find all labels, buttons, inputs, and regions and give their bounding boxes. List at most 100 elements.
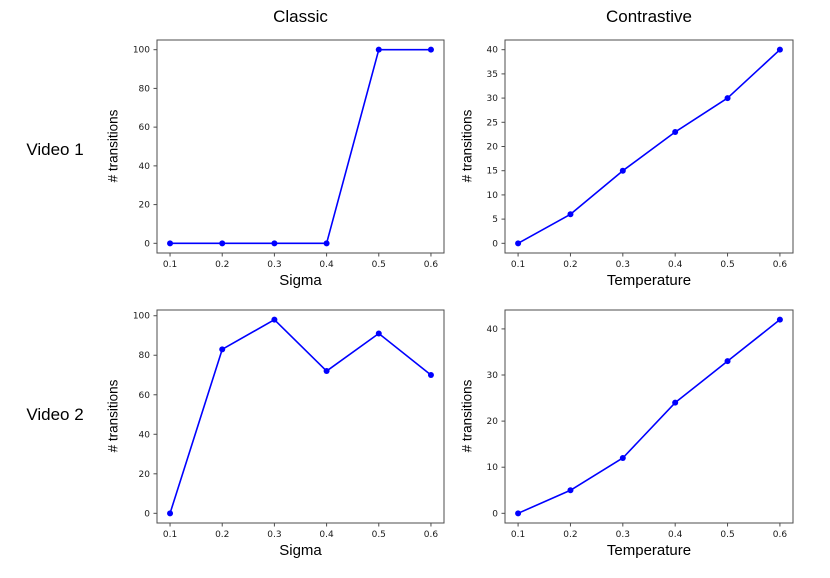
- y-tick-label: 10: [487, 191, 499, 201]
- y-tick-label: 100: [133, 312, 150, 322]
- data-point-marker: [724, 95, 731, 102]
- y-tick-label: 0: [492, 509, 498, 519]
- data-point-marker: [375, 46, 382, 53]
- xaxis-label-video1-classic: Sigma: [279, 272, 322, 289]
- x-tick-label: 0.1: [511, 260, 525, 270]
- data-point-marker: [672, 399, 679, 406]
- data-point-marker: [567, 487, 574, 494]
- y-tick-label: 100: [133, 46, 150, 56]
- x-tick-label: 0.2: [563, 530, 577, 540]
- x-tick-label: 0.5: [372, 530, 386, 540]
- data-point-marker: [219, 240, 226, 247]
- x-tick-label: 0.6: [773, 530, 788, 540]
- data-line: [170, 48, 431, 245]
- xaxis-label-video2-contrastive: Temperature: [606, 542, 692, 559]
- y-tick-label: 20: [487, 417, 499, 427]
- x-tick-label: 0.3: [616, 260, 630, 270]
- x-tick-label: 0.3: [616, 530, 630, 540]
- data-line: [169, 318, 432, 514]
- axes-frame: [504, 39, 794, 254]
- data-point-marker: [724, 358, 731, 365]
- data-point-marker: [375, 330, 382, 337]
- y-tick-label: 0: [144, 239, 150, 249]
- y-tick-label: 20: [139, 470, 151, 480]
- data-point-marker: [515, 240, 522, 247]
- column-title-classic: Classic: [273, 7, 328, 26]
- y-tick-label: 80: [139, 84, 151, 94]
- data-point-marker: [515, 510, 522, 517]
- x-tick-label: 0.2: [563, 260, 577, 270]
- x-tick-label: 0.2: [215, 530, 229, 540]
- xaxis-label-video2-classic: Sigma: [279, 542, 322, 559]
- y-tick-label: 40: [139, 430, 151, 440]
- x-tick-label: 0.5: [372, 260, 386, 270]
- x-tick-label: 0.5: [720, 260, 734, 270]
- row-label-video2: Video 2: [26, 405, 84, 424]
- x-tick-label: 0.3: [267, 260, 281, 270]
- chart-video2-contrastive: 0.1 0.2 0.3 0.4 0.5 0.6 0 10 20 30 40: [487, 309, 794, 540]
- axes-frame: [504, 309, 794, 524]
- y-tick-label: 0: [144, 509, 150, 519]
- y-tick-label: 20: [487, 143, 499, 153]
- x-tick-label: 0.1: [163, 260, 177, 270]
- y-tick-label: 40: [139, 162, 151, 172]
- y-tick-label: 15: [487, 167, 498, 177]
- x-tick-label: 0.4: [668, 260, 683, 270]
- data-point-marker: [271, 240, 278, 247]
- yaxis-label-video2-classic: # transitions: [105, 379, 121, 453]
- y-tick-label: 25: [487, 118, 498, 128]
- data-point-marker: [672, 128, 679, 135]
- yaxis-label-video1-classic: # transitions: [105, 109, 121, 183]
- data-point-marker: [567, 211, 574, 218]
- data-point-marker: [323, 368, 330, 375]
- x-tick-label: 0.6: [424, 530, 439, 540]
- y-tick-label: 80: [139, 351, 151, 361]
- y-tick-label: 30: [487, 94, 499, 104]
- data-line: [517, 319, 781, 515]
- y-tick-label: 5: [492, 215, 498, 225]
- y-tick-label: 60: [139, 123, 151, 133]
- yaxis-label-video2-contrastive: # transitions: [459, 379, 475, 453]
- data-point-marker: [323, 240, 330, 247]
- y-tick-label: 20: [139, 201, 151, 211]
- x-tick-label: 0.5: [720, 530, 734, 540]
- x-tick-label: 0.2: [215, 260, 229, 270]
- y-tick-label: 35: [487, 70, 498, 80]
- data-point-marker: [619, 167, 626, 174]
- axes-frame: [156, 39, 445, 254]
- chart-video2-classic: 0.1 0.2 0.3 0.4 0.5 0.6 0 20 40 60 80 100: [133, 309, 445, 540]
- x-tick-label: 0.4: [319, 260, 334, 270]
- x-tick-label: 0.4: [319, 530, 334, 540]
- data-point-marker: [776, 46, 783, 53]
- chart-video1-contrastive: 0.1 0.2 0.3 0.4 0.5 0.6 0 5 10 15 20 25 30 35 40: [487, 39, 794, 270]
- data-point-marker: [619, 454, 626, 461]
- column-title-contrastive: Contrastive: [606, 7, 692, 26]
- y-tick-label: 40: [487, 325, 499, 335]
- x-tick-label: 0.1: [163, 530, 177, 540]
- x-tick-label: 0.6: [773, 260, 788, 270]
- data-point-marker: [219, 346, 226, 353]
- x-tick-label: 0.3: [267, 530, 281, 540]
- data-point-marker: [271, 316, 278, 323]
- data-point-marker: [776, 316, 783, 323]
- xaxis-label-video1-contrastive: Temperature: [606, 272, 692, 289]
- data-point-marker: [427, 372, 434, 379]
- y-tick-label: 40: [487, 46, 499, 56]
- data-line: [517, 49, 781, 245]
- y-tick-label: 30: [487, 371, 499, 381]
- y-tick-label: 0: [492, 239, 498, 249]
- x-tick-label: 0.6: [424, 260, 439, 270]
- x-tick-label: 0.1: [511, 530, 525, 540]
- y-tick-label: 10: [487, 463, 499, 473]
- data-point-marker: [167, 240, 174, 247]
- chart-video1-classic: 0.1 0.2 0.3 0.4 0.5 0.6 0 20 40 60 80 100: [133, 39, 445, 270]
- yaxis-label-video1-contrastive: # transitions: [459, 109, 475, 183]
- data-point-marker: [427, 46, 434, 53]
- data-point-marker: [167, 510, 174, 517]
- axes-frame: [156, 309, 445, 524]
- y-tick-label: 60: [139, 391, 151, 401]
- x-tick-label: 0.4: [668, 530, 683, 540]
- row-label-video1: Video 1: [26, 140, 84, 159]
